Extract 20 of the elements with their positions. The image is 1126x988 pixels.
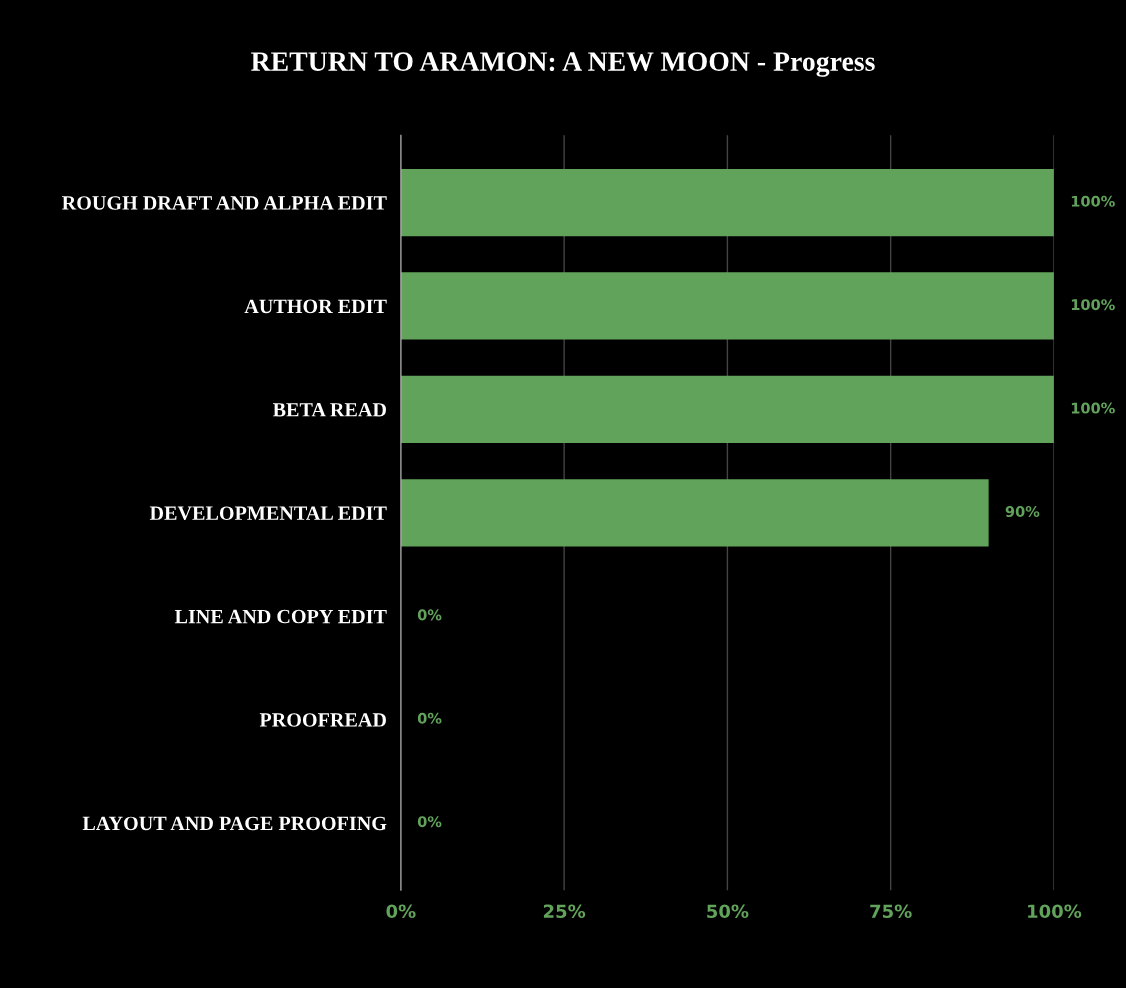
data-label: 100% [1071, 299, 1115, 311]
x-tick-label: 0% [386, 904, 416, 919]
y-tick-label: LINE AND COPY EDIT [174, 609, 387, 624]
data-label: 0% [417, 712, 442, 724]
y-tick-label: LAYOUT AND PAGE PROOFING [82, 816, 387, 831]
data-label: 100% [1071, 402, 1115, 414]
y-tick-label: DEVELOPMENTAL EDIT [149, 506, 387, 521]
data-label: 0% [417, 609, 442, 621]
y-tick-label: BETA READ [272, 403, 386, 417]
y-tick-label: AUTHOR EDIT [244, 299, 387, 314]
x-tick-label: 75% [870, 904, 912, 919]
x-tick-label: 50% [707, 904, 749, 919]
y-tick-label: ROUGH DRAFT AND ALPHA EDIT [62, 196, 387, 210]
data-label: 100% [1071, 195, 1115, 207]
data-label: 90% [1005, 505, 1040, 517]
x-tick-label: 25% [543, 904, 586, 919]
y-tick-label: PROOFREAD [259, 713, 386, 727]
chart-title: RETURN TO ARAMON: A NEW MOON - Progress [251, 52, 875, 77]
x-tick-label: 100% [1028, 904, 1082, 919]
data-label: 0% [417, 816, 442, 828]
